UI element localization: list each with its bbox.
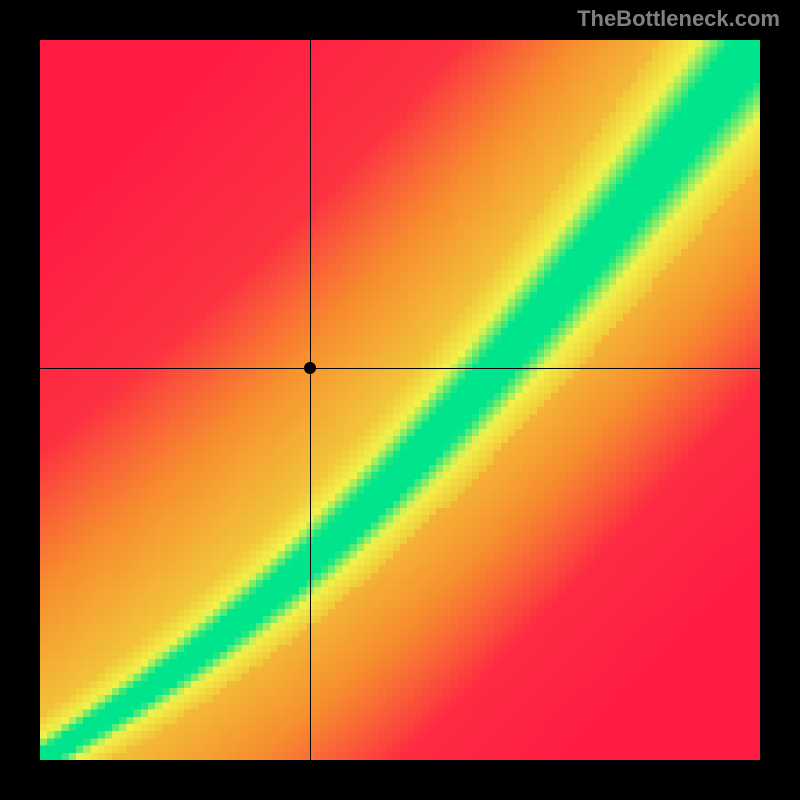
crosshair-vertical: [310, 40, 311, 760]
bottleneck-heatmap: [40, 40, 760, 760]
crosshair-horizontal: [40, 368, 760, 369]
crosshair-marker-dot: [304, 362, 316, 374]
watermark-text: TheBottleneck.com: [577, 6, 780, 32]
